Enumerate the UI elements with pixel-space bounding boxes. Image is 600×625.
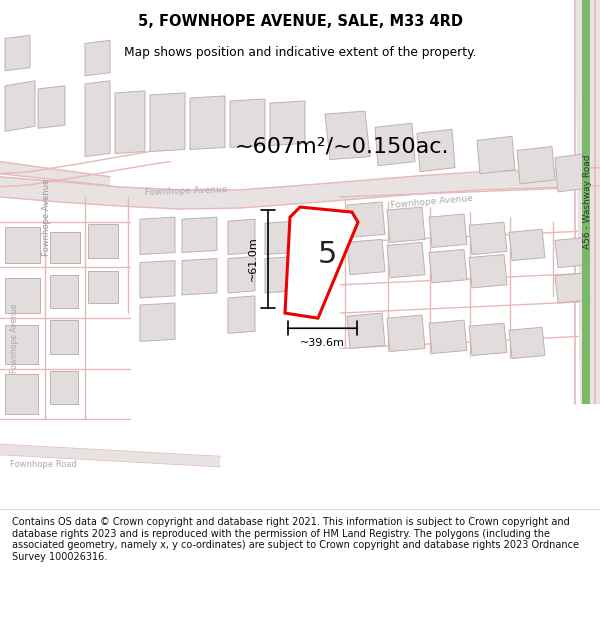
Polygon shape bbox=[5, 36, 30, 71]
Text: 5: 5 bbox=[317, 240, 337, 269]
Text: ~61.0m: ~61.0m bbox=[248, 237, 258, 281]
Polygon shape bbox=[182, 259, 217, 295]
Text: ~607m²/~0.150ac.: ~607m²/~0.150ac. bbox=[235, 136, 449, 156]
Polygon shape bbox=[325, 111, 370, 159]
Polygon shape bbox=[0, 168, 600, 209]
Polygon shape bbox=[387, 315, 425, 351]
Polygon shape bbox=[140, 303, 175, 341]
Polygon shape bbox=[190, 96, 225, 149]
Polygon shape bbox=[555, 272, 590, 303]
Polygon shape bbox=[150, 93, 185, 151]
Polygon shape bbox=[38, 86, 65, 128]
Polygon shape bbox=[575, 0, 600, 404]
Polygon shape bbox=[230, 99, 265, 148]
Polygon shape bbox=[50, 371, 78, 404]
Polygon shape bbox=[140, 217, 175, 254]
Text: 5, FOWNHOPE AVENUE, SALE, M33 4RD: 5, FOWNHOPE AVENUE, SALE, M33 4RD bbox=[137, 14, 463, 29]
Polygon shape bbox=[285, 207, 358, 318]
Polygon shape bbox=[85, 81, 110, 156]
Text: A56 - Washway Road: A56 - Washway Road bbox=[583, 155, 592, 249]
Polygon shape bbox=[347, 202, 385, 238]
Polygon shape bbox=[88, 224, 118, 258]
Polygon shape bbox=[5, 228, 40, 262]
Polygon shape bbox=[477, 136, 515, 174]
Polygon shape bbox=[0, 162, 110, 186]
Polygon shape bbox=[5, 81, 35, 131]
Polygon shape bbox=[270, 101, 305, 146]
Polygon shape bbox=[517, 146, 555, 184]
Polygon shape bbox=[265, 256, 295, 293]
Polygon shape bbox=[429, 249, 467, 282]
Polygon shape bbox=[228, 256, 255, 293]
Text: Fownhope Avenue: Fownhope Avenue bbox=[145, 185, 228, 197]
Polygon shape bbox=[85, 41, 110, 76]
Polygon shape bbox=[509, 229, 545, 261]
Polygon shape bbox=[555, 154, 590, 192]
Polygon shape bbox=[375, 123, 415, 166]
Polygon shape bbox=[429, 320, 467, 354]
Polygon shape bbox=[387, 242, 425, 278]
Polygon shape bbox=[5, 374, 38, 414]
Polygon shape bbox=[469, 254, 507, 288]
Polygon shape bbox=[88, 271, 118, 303]
Polygon shape bbox=[228, 296, 255, 333]
Polygon shape bbox=[469, 222, 507, 254]
Polygon shape bbox=[50, 275, 78, 308]
Polygon shape bbox=[5, 325, 38, 364]
Polygon shape bbox=[509, 328, 545, 359]
Polygon shape bbox=[582, 0, 590, 404]
Polygon shape bbox=[0, 444, 220, 467]
Polygon shape bbox=[387, 207, 425, 242]
Text: Fownhope Avenue: Fownhope Avenue bbox=[42, 179, 51, 256]
Polygon shape bbox=[347, 239, 385, 275]
Text: Fownhope Avenue: Fownhope Avenue bbox=[390, 194, 473, 210]
Polygon shape bbox=[50, 320, 78, 354]
Text: Map shows position and indicative extent of the property.: Map shows position and indicative extent… bbox=[124, 46, 476, 59]
Polygon shape bbox=[429, 214, 467, 248]
Polygon shape bbox=[5, 278, 40, 313]
Text: ~39.6m: ~39.6m bbox=[300, 338, 345, 348]
Polygon shape bbox=[140, 261, 175, 298]
Polygon shape bbox=[417, 129, 455, 172]
Polygon shape bbox=[228, 219, 255, 254]
Polygon shape bbox=[50, 232, 80, 262]
Text: Fownhope Road: Fownhope Road bbox=[10, 460, 77, 469]
Text: Contains OS data © Crown copyright and database right 2021. This information is : Contains OS data © Crown copyright and d… bbox=[12, 517, 579, 562]
Polygon shape bbox=[555, 238, 590, 268]
Polygon shape bbox=[115, 91, 145, 154]
Polygon shape bbox=[469, 323, 507, 356]
Polygon shape bbox=[347, 313, 385, 349]
Text: Fownhope Avenue: Fownhope Avenue bbox=[10, 304, 19, 373]
Polygon shape bbox=[182, 217, 217, 252]
Polygon shape bbox=[265, 221, 295, 254]
